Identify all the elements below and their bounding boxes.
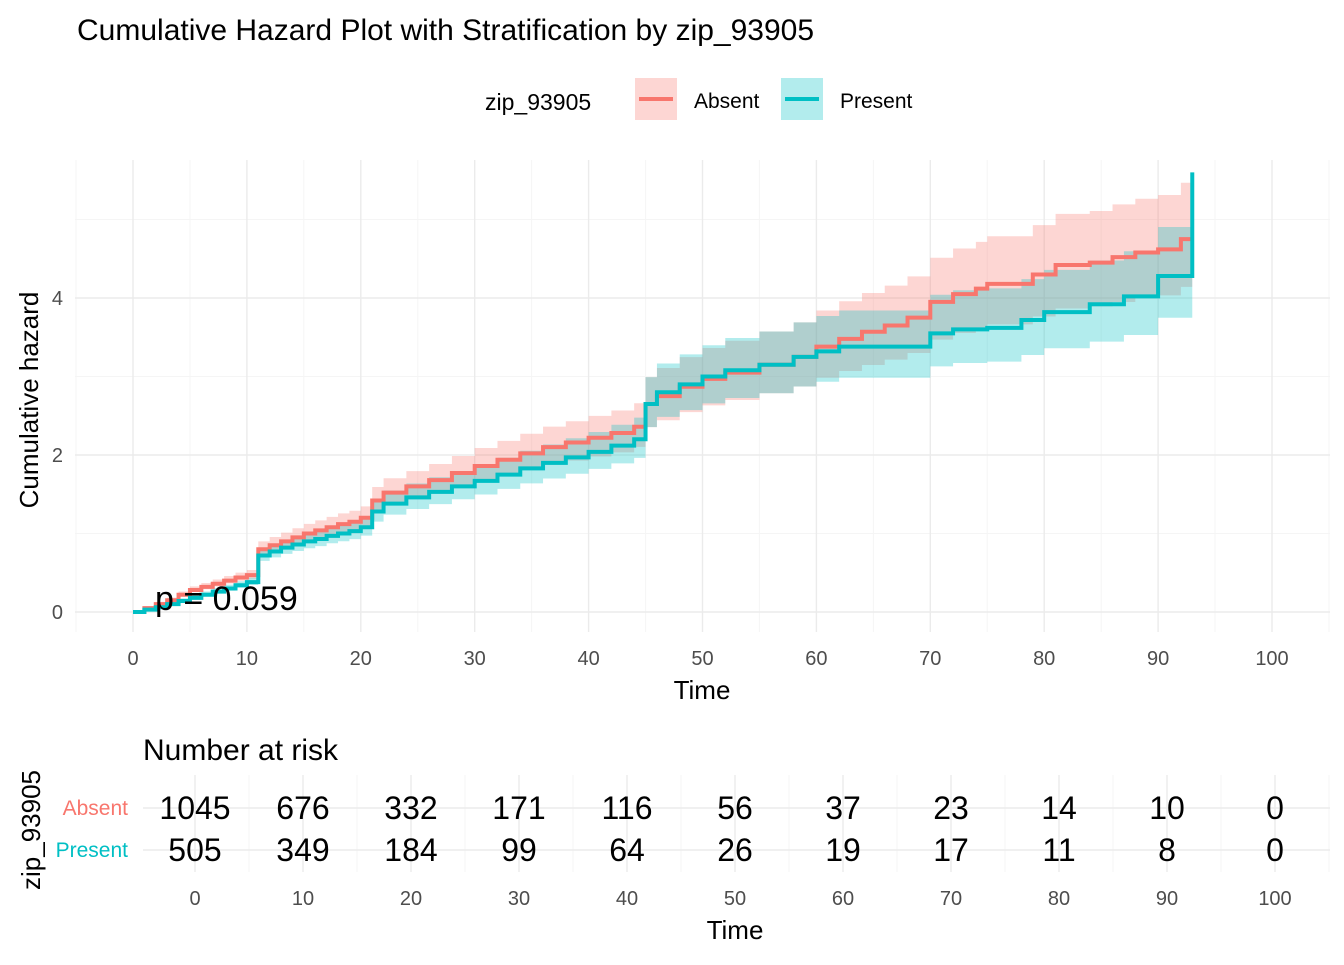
risk-count-present: 349 — [276, 832, 329, 868]
risk-row-label-present: Present — [56, 839, 129, 862]
x-tick-label: 50 — [691, 648, 713, 670]
risk-x-tick-label: 0 — [189, 888, 200, 910]
risk-count-present: 8 — [1158, 832, 1176, 868]
legend-label-absent: Absent — [694, 90, 760, 113]
risk-count-absent: 676 — [276, 790, 329, 826]
risk-table-y-label: zip_93905 — [16, 770, 46, 890]
x-axis-label: Time — [674, 675, 731, 705]
x-axis-ticks: 0 10 20 30 40 50 60 70 80 90 100 — [127, 648, 1288, 670]
risk-count-absent: 0 — [1266, 790, 1284, 826]
hazard-line-absent — [133, 237, 1193, 614]
x-tick-label: 70 — [919, 648, 941, 670]
risk-row-label-absent: Absent — [63, 797, 129, 820]
x-tick-label: 60 — [805, 648, 827, 670]
x-tick-label: 10 — [236, 648, 258, 670]
y-tick-label: 2 — [52, 445, 63, 467]
x-tick-label: 30 — [464, 648, 486, 670]
risk-x-tick-label: 70 — [940, 888, 962, 910]
risk-count-present: 11 — [1042, 832, 1075, 868]
risk-table-title: Number at risk — [143, 734, 339, 767]
legend-title: zip_93905 — [485, 89, 591, 115]
risk-count-present: 99 — [501, 832, 537, 868]
risk-x-tick-label: 100 — [1258, 888, 1291, 910]
risk-x-tick-label: 60 — [832, 888, 854, 910]
x-tick-label: 0 — [127, 648, 138, 670]
legend: zip_93905 Absent Present — [485, 78, 913, 120]
risk-count-absent: 171 — [492, 790, 545, 826]
risk-table-x-label: Time — [707, 915, 764, 945]
risk-count-present: 184 — [384, 832, 437, 868]
risk-count-absent: 37 — [825, 790, 861, 826]
x-tick-label: 90 — [1147, 648, 1169, 670]
risk-count-present: 26 — [717, 832, 753, 868]
legend-label-present: Present — [840, 90, 913, 113]
y-axis-label: Cumulative hazard — [14, 292, 44, 509]
y-tick-label: 4 — [52, 288, 63, 310]
risk-count-absent: 14 — [1041, 790, 1077, 826]
p-value-annotation: p = 0.059 — [155, 580, 298, 618]
chart-title: Cumulative Hazard Plot with Stratificati… — [77, 14, 814, 47]
risk-x-tick-label: 80 — [1048, 888, 1070, 910]
y-tick-label: 0 — [52, 602, 63, 624]
risk-x-tick-label: 40 — [616, 888, 638, 910]
risk-table-row-labels: Absent Present — [56, 797, 129, 862]
risk-count-absent: 332 — [384, 790, 437, 826]
x-tick-label: 20 — [350, 648, 372, 670]
risk-count-present: 64 — [609, 832, 645, 868]
risk-count-present: 505 — [168, 832, 221, 868]
risk-count-absent: 10 — [1149, 790, 1185, 826]
risk-table-panel: 1045 676 332 171 116 56 37 23 14 10 0 505 349 184 99 64… — [143, 775, 1330, 872]
risk-count-present: 0 — [1266, 832, 1284, 868]
x-tick-label: 80 — [1033, 648, 1055, 670]
risk-count-absent: 56 — [717, 790, 753, 826]
risk-count-absent: 1045 — [159, 790, 230, 826]
risk-count-present: 17 — [933, 832, 969, 868]
risk-x-tick-label: 90 — [1156, 888, 1178, 910]
hazard-plot-panel — [75, 160, 1330, 632]
risk-count-present: 19 — [825, 832, 861, 868]
risk-x-tick-label: 30 — [508, 888, 530, 910]
x-tick-label: 40 — [577, 648, 599, 670]
risk-table-x-ticks: 0 10 20 30 40 50 60 70 80 90 100 — [189, 888, 1291, 910]
y-axis-ticks: 0 2 4 — [52, 288, 63, 624]
risk-x-tick-label: 10 — [292, 888, 314, 910]
risk-x-tick-label: 50 — [724, 888, 746, 910]
hazard-line-present — [133, 172, 1195, 614]
risk-count-absent: 116 — [601, 790, 652, 826]
x-tick-label: 100 — [1255, 648, 1288, 670]
risk-count-absent: 23 — [933, 790, 969, 826]
risk-x-tick-label: 20 — [400, 888, 422, 910]
